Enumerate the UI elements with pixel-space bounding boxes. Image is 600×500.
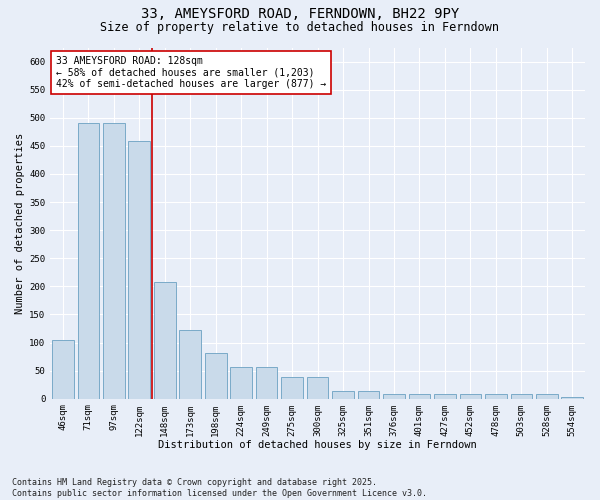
Bar — [485, 394, 506, 398]
Text: 33 AMEYSFORD ROAD: 128sqm
← 58% of detached houses are smaller (1,203)
42% of se: 33 AMEYSFORD ROAD: 128sqm ← 58% of detac… — [56, 56, 326, 90]
Bar — [103, 124, 125, 398]
Bar — [434, 394, 456, 398]
Bar — [332, 392, 354, 398]
Bar — [358, 392, 379, 398]
Bar — [307, 378, 328, 398]
Bar — [562, 397, 583, 398]
Y-axis label: Number of detached properties: Number of detached properties — [15, 132, 25, 314]
Bar — [154, 282, 176, 399]
Text: Size of property relative to detached houses in Ferndown: Size of property relative to detached ho… — [101, 21, 499, 34]
Bar — [281, 378, 303, 398]
Bar — [128, 142, 150, 398]
Bar — [77, 124, 99, 398]
Bar — [409, 394, 430, 398]
Bar — [511, 394, 532, 398]
Bar — [460, 394, 481, 398]
Bar — [536, 394, 557, 398]
X-axis label: Distribution of detached houses by size in Ferndown: Distribution of detached houses by size … — [158, 440, 477, 450]
Bar — [230, 366, 252, 398]
Bar — [256, 366, 277, 398]
Bar — [179, 330, 201, 398]
Bar — [52, 340, 74, 398]
Text: 33, AMEYSFORD ROAD, FERNDOWN, BH22 9PY: 33, AMEYSFORD ROAD, FERNDOWN, BH22 9PY — [141, 8, 459, 22]
Bar — [205, 352, 227, 399]
Bar — [383, 394, 405, 398]
Text: Contains HM Land Registry data © Crown copyright and database right 2025.
Contai: Contains HM Land Registry data © Crown c… — [12, 478, 427, 498]
